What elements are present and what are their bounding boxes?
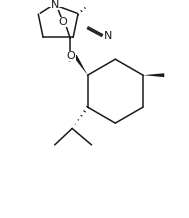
Text: O: O — [58, 17, 67, 27]
Polygon shape — [143, 73, 164, 77]
Text: N: N — [50, 0, 59, 10]
Polygon shape — [74, 55, 88, 75]
Text: N: N — [104, 31, 112, 41]
Text: O: O — [67, 51, 76, 61]
